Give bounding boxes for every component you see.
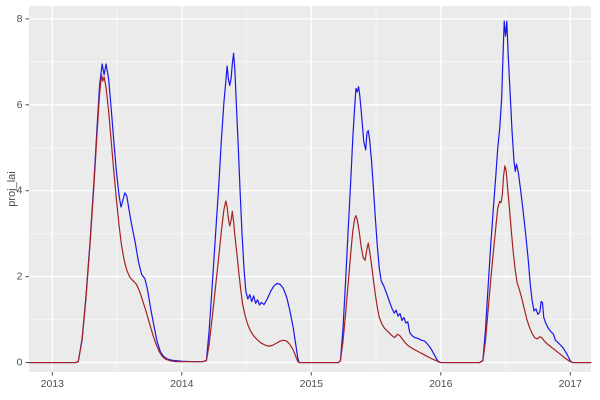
plot-panel-background [29, 6, 591, 372]
x-tick-label: 2017 [559, 378, 583, 390]
y-tick-label: 0 [17, 357, 23, 369]
series-line-red [28, 74, 592, 364]
series-line-blue [28, 20, 592, 364]
y-tick-label: 6 [17, 99, 23, 111]
grid-major-lines [29, 6, 591, 372]
x-tick-label: 2014 [170, 378, 194, 390]
y-tick-label: 2 [17, 271, 23, 283]
x-tick-label: 2015 [300, 378, 324, 390]
data-series-group [28, 20, 592, 364]
panel-background-group [29, 6, 591, 372]
x-axis-ticks: 2013 2014 2015 2016 2017 [41, 372, 582, 390]
x-tick-label: 2013 [41, 378, 65, 390]
grid-minor-lines [29, 6, 591, 372]
y-tick-label: 4 [17, 185, 23, 197]
y-tick-label: 8 [17, 13, 23, 25]
y-axis-title: proj_lai [6, 171, 18, 206]
y-axis-ticks: 0 2 4 6 8 [17, 13, 29, 369]
x-tick-label: 2016 [429, 378, 453, 390]
